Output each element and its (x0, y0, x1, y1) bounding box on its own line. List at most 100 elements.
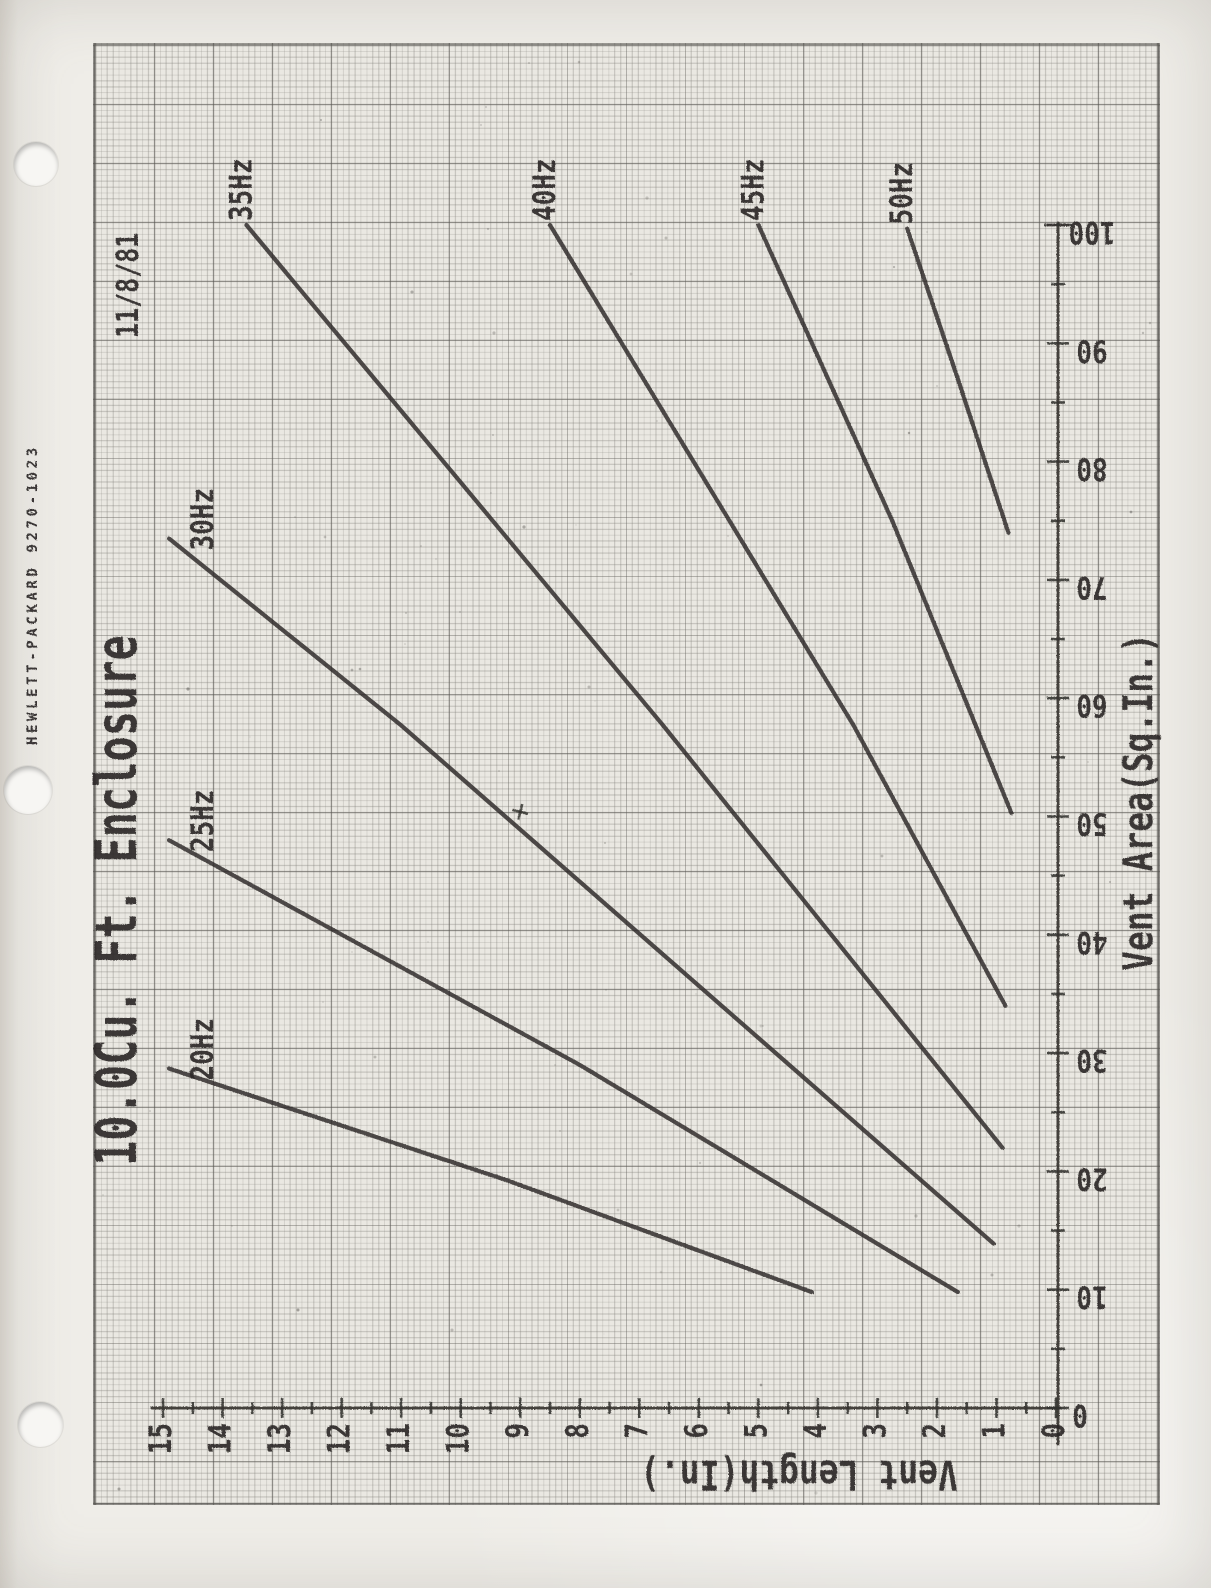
vent-length-tick-label: 9 (499, 1423, 536, 1439)
vent-area-tick-label: 20 (1076, 1161, 1107, 1198)
plot-axes-and-curves: 0102030405060708090100012345678910111213… (142, 158, 1116, 1454)
scan-speck (759, 1383, 763, 1387)
punch-hole-bottom (18, 1402, 63, 1447)
scan-speck (511, 1399, 513, 1401)
scan-speck (587, 685, 591, 689)
scan-speck (1148, 321, 1152, 325)
series-label-40Hz: 40Hz (526, 158, 563, 221)
scan-speck (1129, 510, 1133, 514)
scan-speck (479, 123, 483, 127)
scan-speck (948, 188, 950, 190)
scan-speck (351, 951, 353, 953)
scan-speck (568, 1404, 570, 1406)
scan-speck (498, 770, 500, 772)
vent-area-tick-label: 60 (1076, 688, 1107, 725)
scan-speck (659, 1270, 663, 1274)
vent-area-tick-label: 70 (1076, 569, 1107, 606)
vent-length-tick-label: 4 (797, 1423, 834, 1439)
scan-speck (492, 434, 494, 436)
scan-speck (373, 1055, 377, 1059)
scan-speck (965, 819, 967, 821)
vent-area-tick-label: 100 (1069, 214, 1116, 251)
vent-length-tick-label: 1 (975, 1423, 1012, 1439)
scan-speck (492, 331, 496, 335)
plus-marker (512, 803, 529, 820)
scan-speck (847, 1404, 849, 1406)
scan-speck (186, 687, 190, 691)
scan-speck (484, 105, 488, 109)
scan-speck (490, 492, 492, 494)
vent-length-tick-label: 12 (320, 1423, 357, 1454)
vent-length-tick-label: 11 (380, 1423, 417, 1454)
vent-length-tick-label: 14 (201, 1423, 238, 1454)
scan-speck (664, 236, 668, 240)
scan-noise-speckles (93, 60, 1152, 1495)
scan-speck (698, 1161, 702, 1165)
scan-speck (528, 62, 530, 64)
y-axis-title-vent-length: Vent Length(In.) (640, 1451, 958, 1500)
series-label-25Hz: 25Hz (184, 790, 221, 853)
vent-length-tick-label: 3 (856, 1423, 893, 1439)
series-line-50Hz (905, 226, 1011, 535)
scan-speck (405, 612, 407, 614)
vent-length-tick-label: 10 (439, 1423, 476, 1454)
series-line-40Hz (547, 222, 1008, 1008)
scan-speck (770, 598, 772, 600)
scan-speck (435, 558, 437, 560)
scan-speck (231, 1225, 233, 1227)
scan-speck (249, 736, 251, 738)
scan-speck (1140, 839, 1142, 841)
scan-speck (914, 1214, 918, 1218)
series-label-45Hz: 45Hz (734, 158, 771, 221)
vent-area-tick-label: 90 (1076, 333, 1107, 370)
scan-speck (645, 196, 649, 200)
vent-area-tick-label: 0 (1072, 1397, 1088, 1434)
scan-speck (616, 1208, 620, 1212)
vent-length-tick-label: 7 (618, 1423, 655, 1439)
scan-speck (727, 535, 729, 537)
series-line-25Hz (166, 838, 960, 1295)
series-label-35Hz: 35Hz (222, 158, 259, 221)
vent-length-tick-label: 2 (916, 1423, 953, 1439)
punch-hole-top (14, 142, 58, 186)
series-label-50Hz: 50Hz (883, 162, 920, 225)
scan-speck (798, 892, 802, 896)
scan-speck (935, 384, 939, 388)
scan-speck (1109, 881, 1111, 883)
scan-speck (604, 842, 606, 844)
scan-speck (695, 993, 697, 995)
scan-speck (990, 1273, 994, 1277)
scan-speck (323, 535, 327, 539)
series-label-30Hz: 30Hz (184, 488, 221, 551)
scan-speck (1017, 1224, 1021, 1228)
scan-speck (322, 1001, 324, 1003)
scan-speck (522, 525, 526, 529)
scan-speck (604, 988, 608, 992)
scan-speck (603, 1333, 605, 1335)
x-axis-title-vent-area: Vent Area(Sq.In.) (1113, 633, 1162, 971)
chart-title: 10.0Cu. Ft. Enclosure (84, 635, 150, 1166)
scan-speck (117, 1487, 121, 1491)
vent-length-tick-label: 13 (261, 1423, 298, 1454)
vent-area-tick-label: 30 (1076, 1042, 1107, 1079)
plot-date: 11/8/81 (110, 233, 146, 338)
scan-speck (554, 1064, 556, 1066)
scan-speck (718, 797, 722, 801)
series-label-20Hz: 20Hz (184, 1018, 221, 1081)
vent-area-tick-label: 10 (1076, 1279, 1107, 1316)
scan-speck (93, 807, 97, 811)
scan-speck (1049, 702, 1051, 704)
scan-speck (1086, 760, 1090, 764)
vent-length-tick-label: 0 (1035, 1423, 1072, 1439)
scan-speck (762, 1025, 764, 1027)
vent-area-tick-label: 40 (1076, 924, 1107, 961)
series-line-20Hz (166, 1066, 815, 1295)
scan-speck (296, 1308, 300, 1312)
scan-speck (559, 1130, 561, 1132)
vent-length-tick-label: 8 (558, 1423, 595, 1439)
punch-hole-middle (4, 766, 52, 814)
scan-speck (149, 1110, 151, 1112)
scan-speck (1141, 331, 1145, 335)
scan-speck (102, 1194, 104, 1196)
